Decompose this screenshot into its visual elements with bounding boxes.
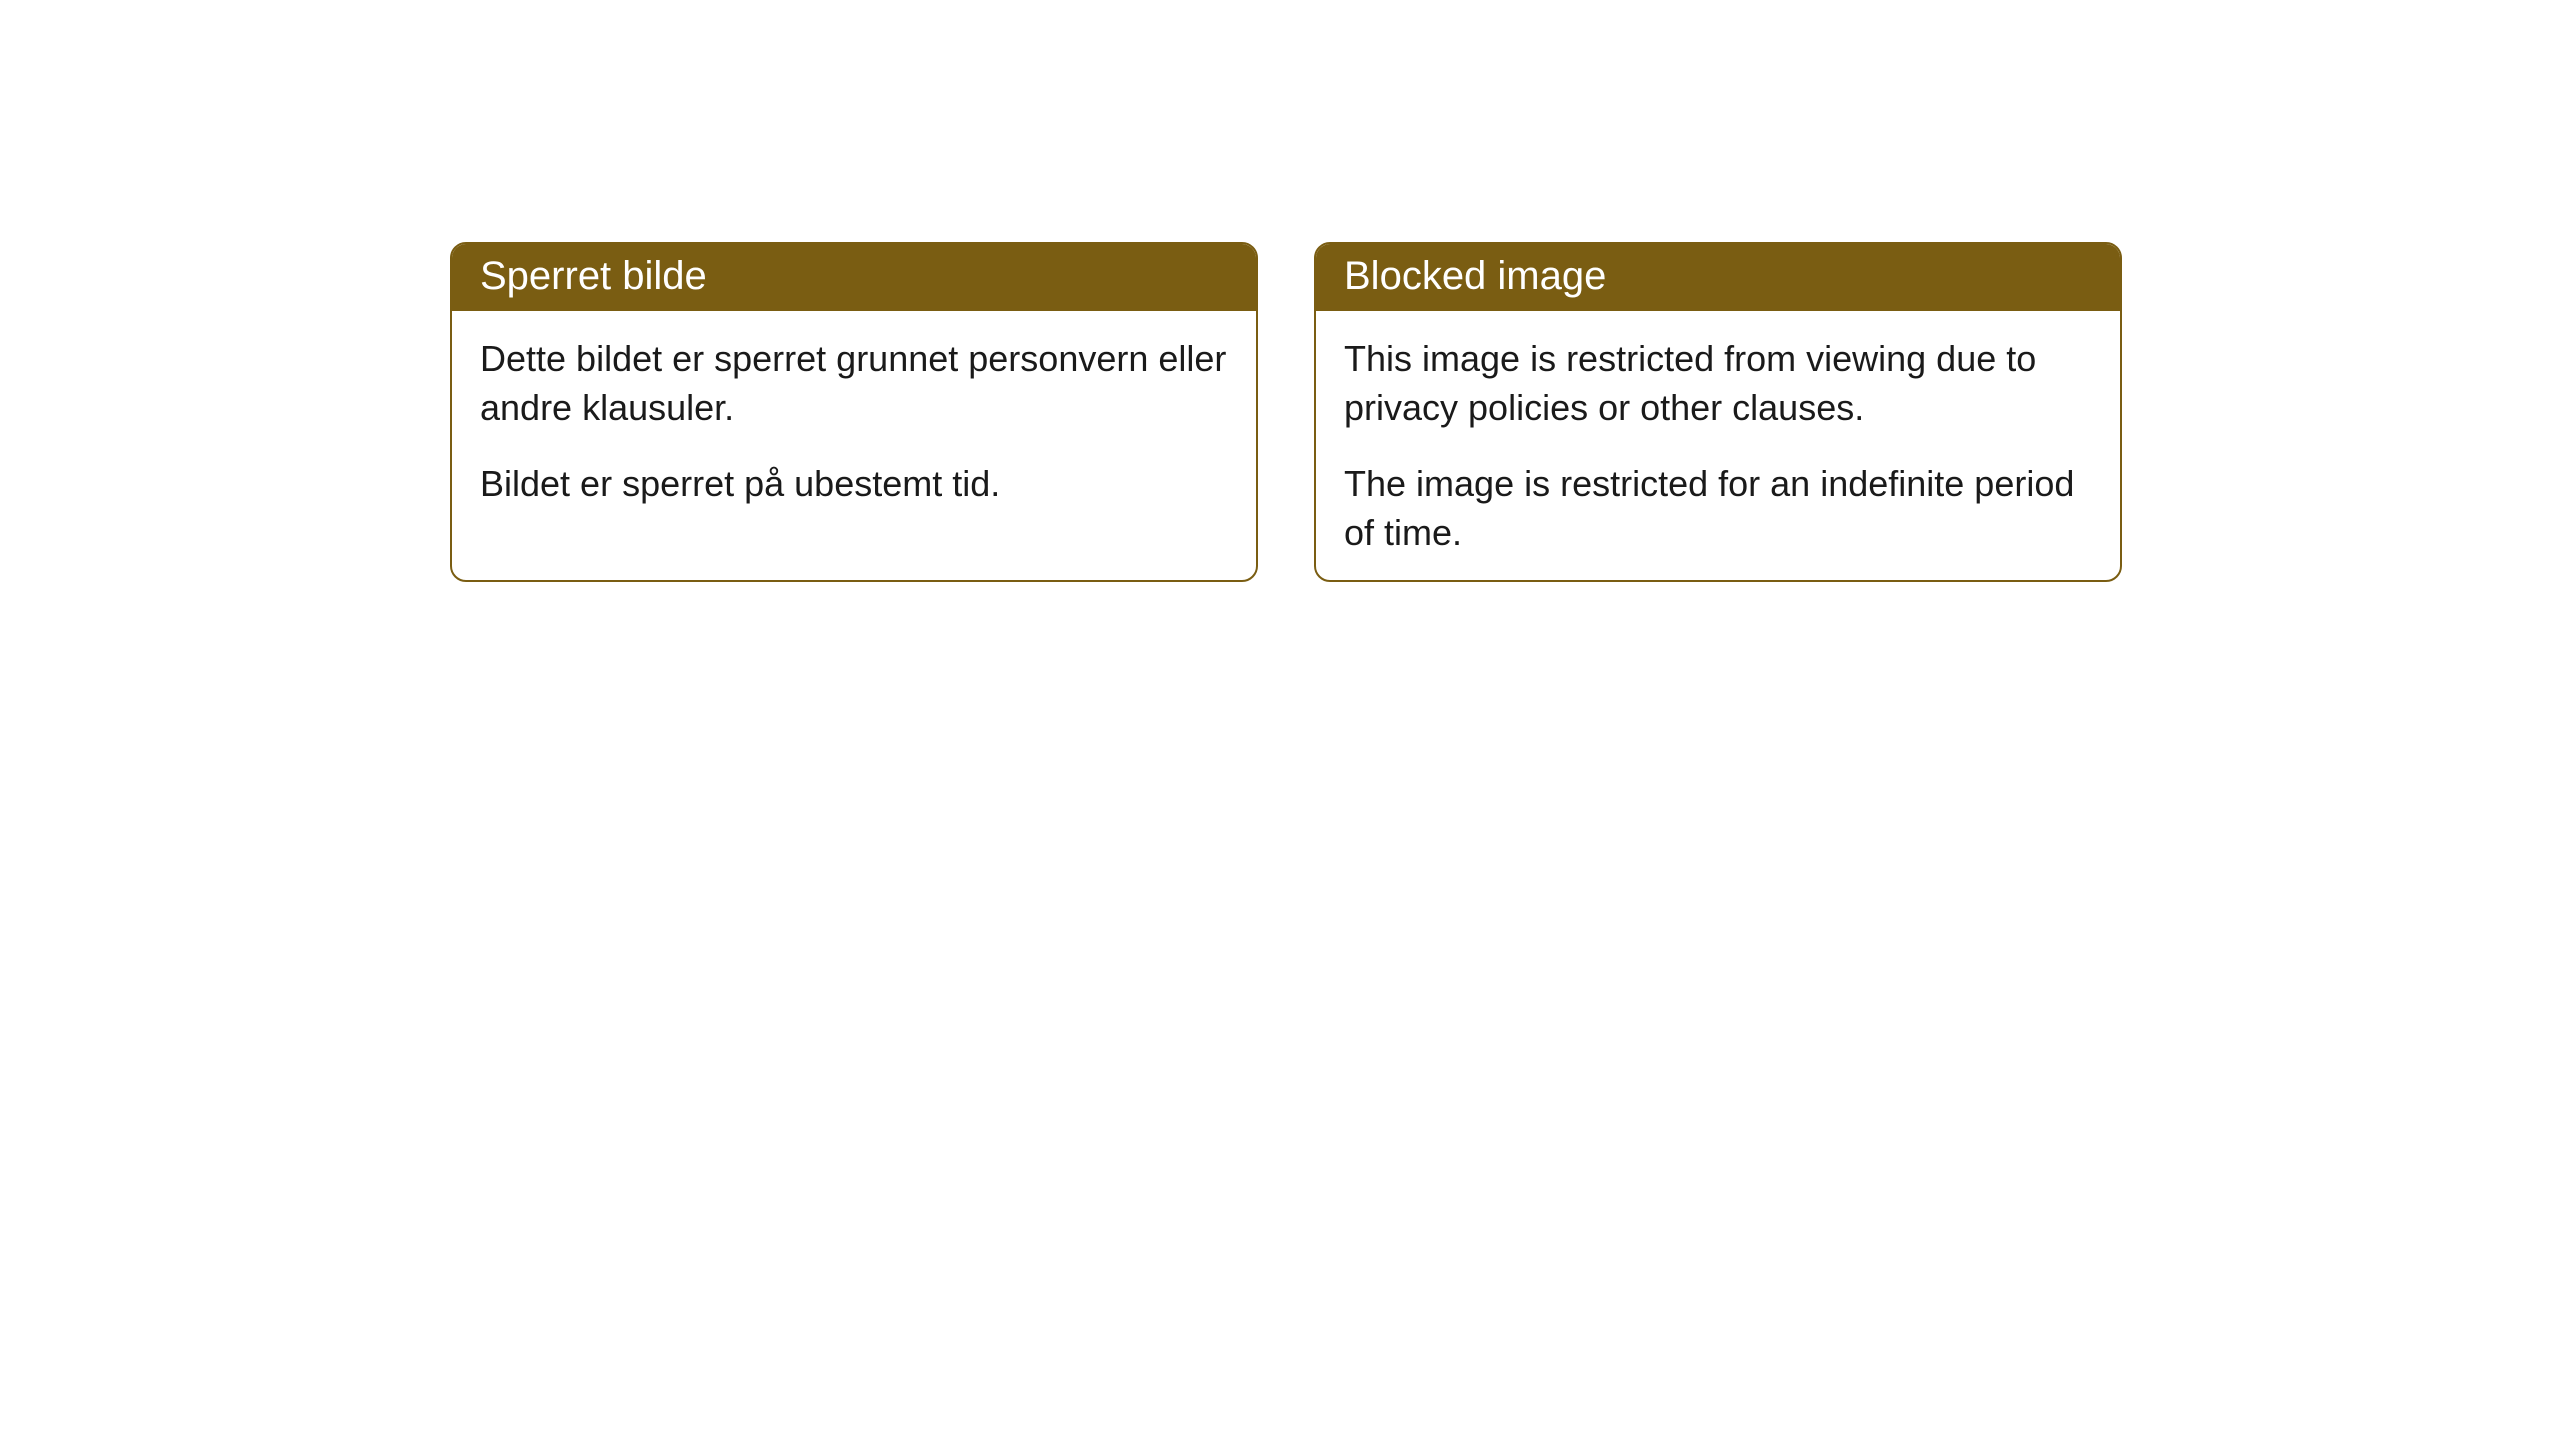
card-title: Sperret bilde bbox=[480, 254, 707, 298]
card-body: This image is restricted from viewing du… bbox=[1316, 311, 2120, 582]
card-title: Blocked image bbox=[1344, 254, 1606, 298]
card-header: Blocked image bbox=[1316, 244, 2120, 311]
card-paragraph: Bildet er sperret på ubestemt tid. bbox=[480, 460, 1228, 509]
card-body: Dette bildet er sperret grunnet personve… bbox=[452, 311, 1256, 541]
card-paragraph: This image is restricted from viewing du… bbox=[1344, 335, 2092, 432]
card-paragraph: Dette bildet er sperret grunnet personve… bbox=[480, 335, 1228, 432]
notice-cards-container: Sperret bilde Dette bildet er sperret gr… bbox=[450, 242, 2122, 582]
blocked-image-card-english: Blocked image This image is restricted f… bbox=[1314, 242, 2122, 582]
card-header: Sperret bilde bbox=[452, 244, 1256, 311]
card-paragraph: The image is restricted for an indefinit… bbox=[1344, 460, 2092, 557]
blocked-image-card-norwegian: Sperret bilde Dette bildet er sperret gr… bbox=[450, 242, 1258, 582]
